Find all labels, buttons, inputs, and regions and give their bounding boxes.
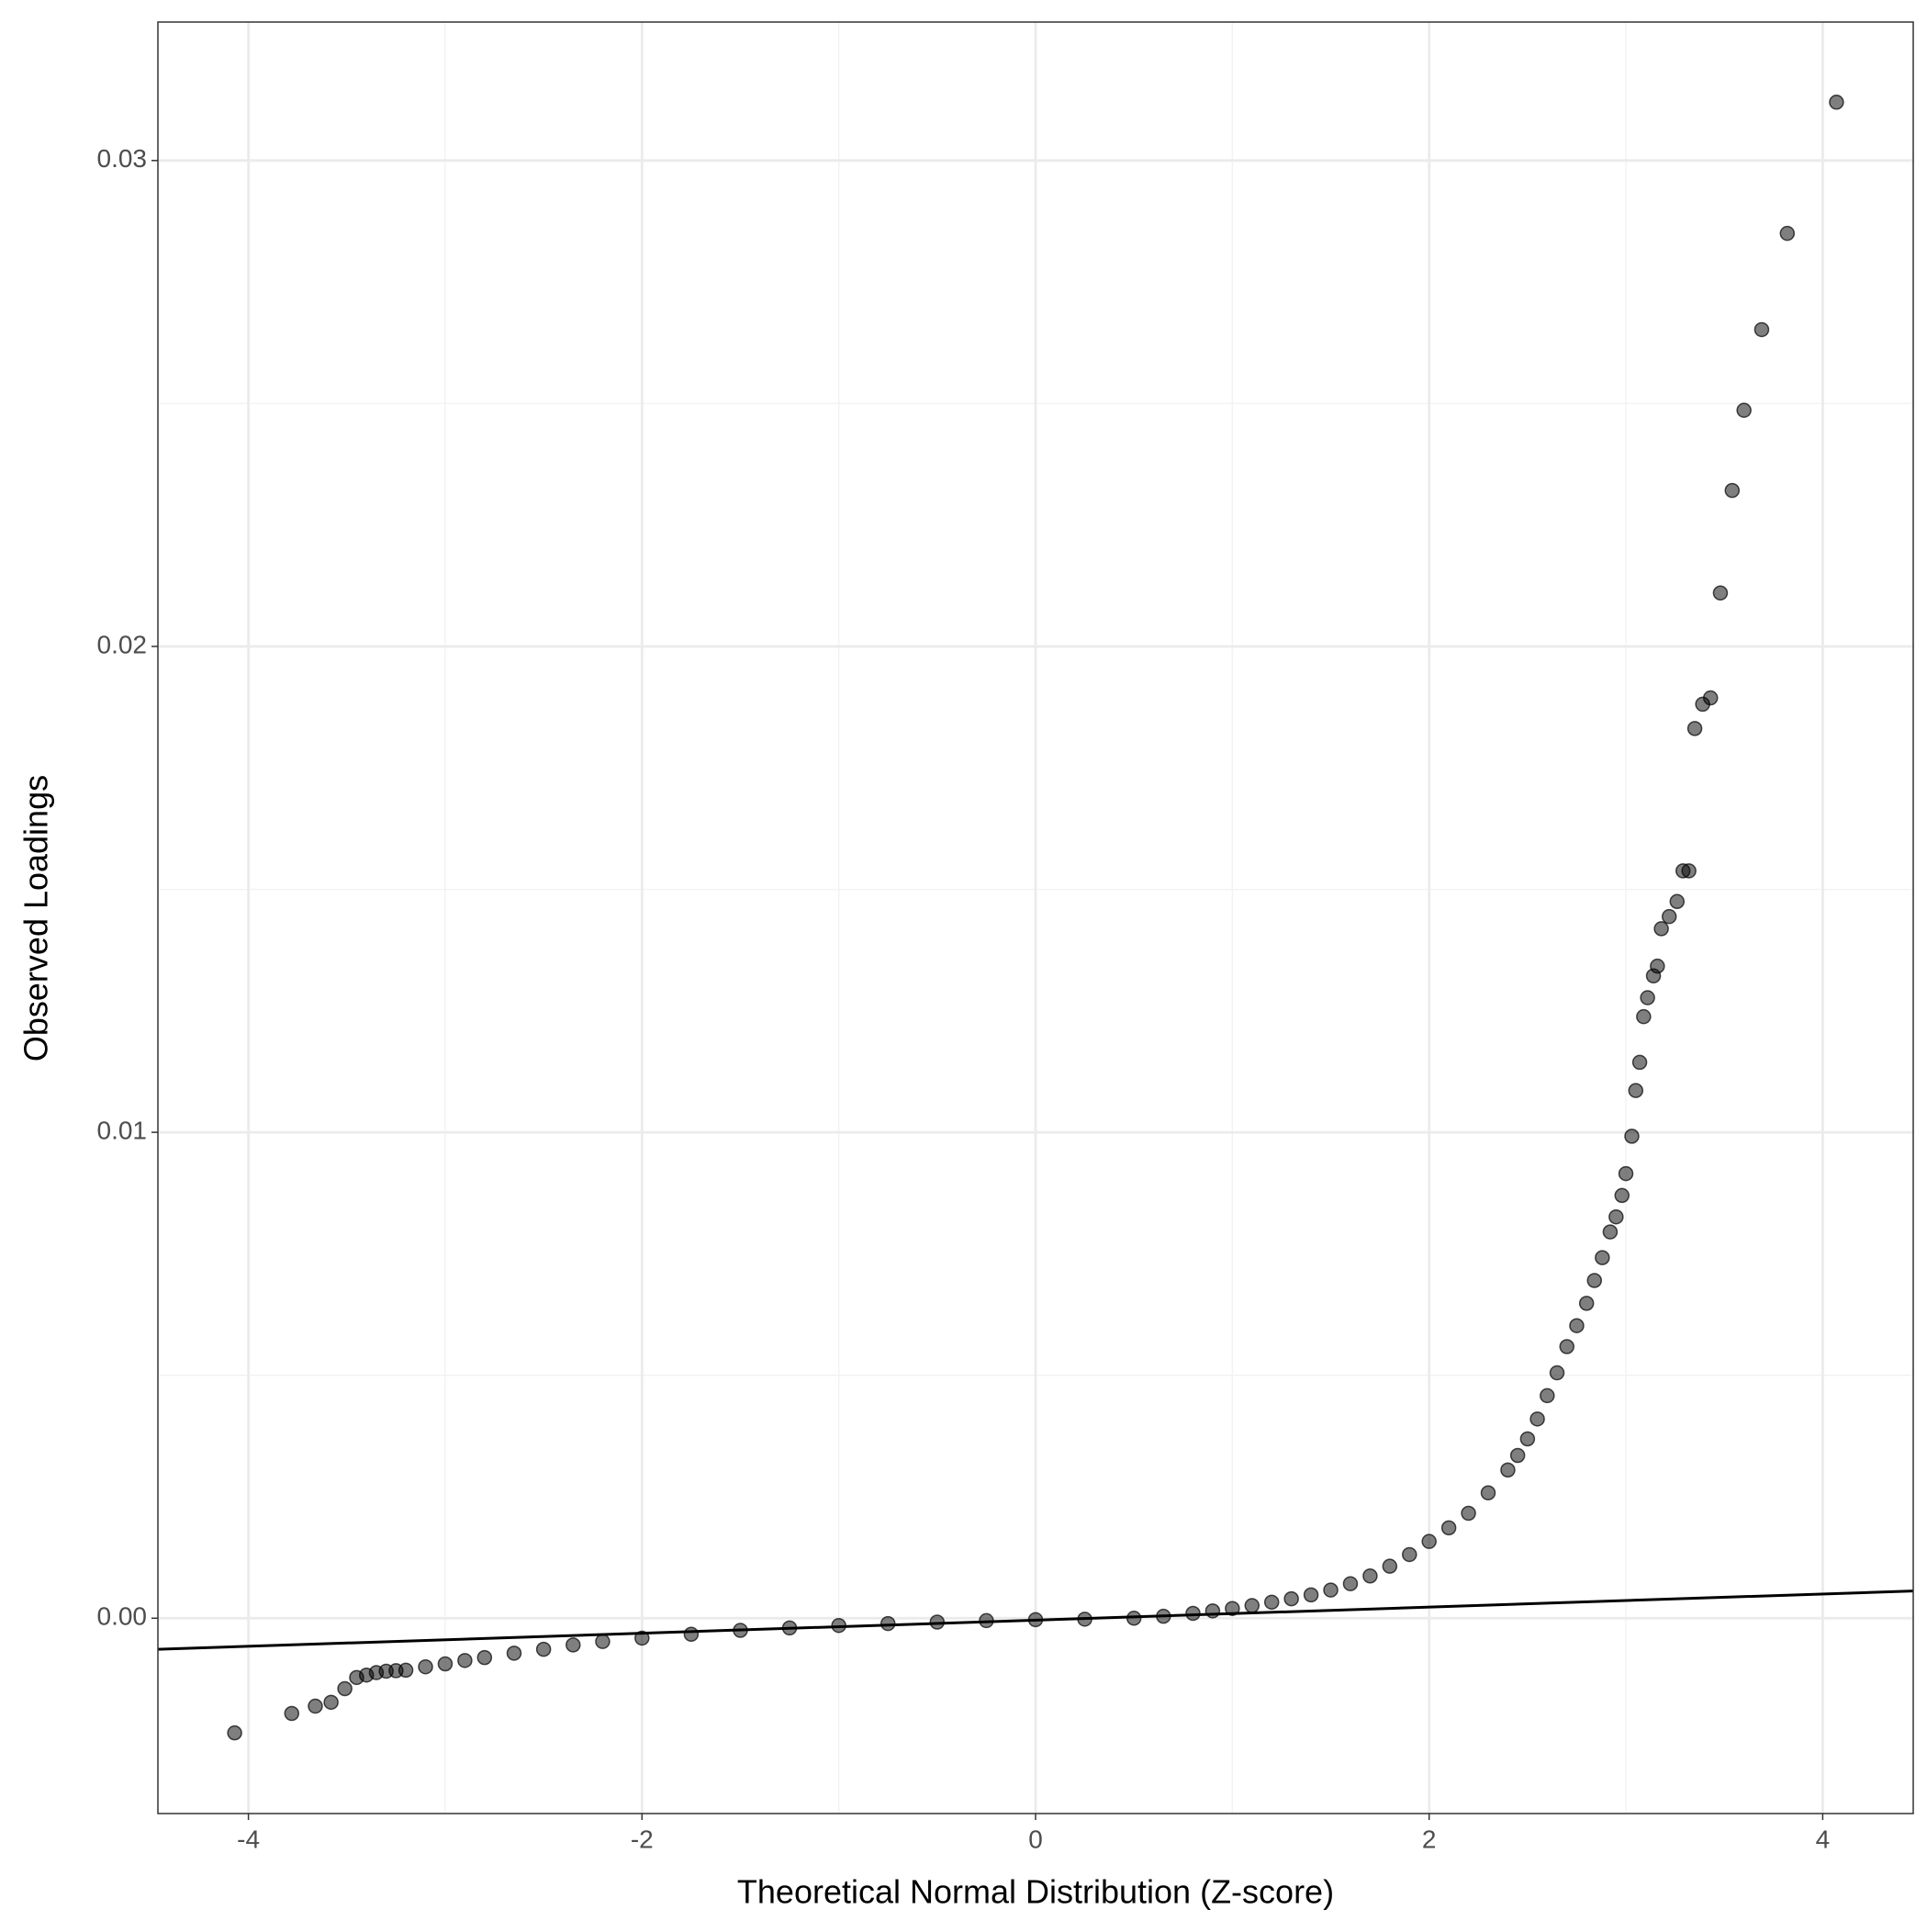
point — [1185, 1605, 1201, 1622]
x-tick-label: -2 — [631, 1825, 654, 1853]
point — [566, 1637, 581, 1653]
x-tick-label: 2 — [1422, 1825, 1437, 1853]
point — [1509, 1447, 1526, 1464]
x-tick-label: 4 — [1816, 1825, 1831, 1853]
point — [1283, 1590, 1299, 1607]
point — [1586, 1273, 1603, 1288]
point — [1500, 1462, 1516, 1478]
point — [284, 1705, 300, 1722]
point — [1624, 1129, 1640, 1144]
point — [1702, 690, 1719, 706]
panel-border — [157, 21, 1914, 1814]
y-tick-label: 0.01 — [97, 1117, 148, 1145]
point — [1559, 1339, 1574, 1354]
point — [1549, 1365, 1565, 1381]
point — [683, 1626, 700, 1642]
y-tick-label: 0.00 — [97, 1602, 148, 1631]
point — [418, 1658, 433, 1675]
point — [1540, 1387, 1555, 1404]
reference-line — [157, 1589, 1914, 1651]
point — [1529, 1411, 1545, 1427]
point — [398, 1662, 414, 1679]
point — [1618, 1165, 1634, 1182]
point — [437, 1656, 454, 1672]
point — [535, 1641, 552, 1657]
point — [1382, 1558, 1398, 1574]
y-tick-label: 0.03 — [97, 144, 148, 173]
point — [1686, 721, 1703, 736]
y-axis-title: Observed Loadings — [17, 775, 55, 1061]
x-tick-label: 0 — [1028, 1825, 1043, 1853]
point — [1653, 921, 1669, 937]
x-tick-label: -4 — [237, 1825, 260, 1853]
point — [1669, 893, 1686, 910]
point — [1614, 1187, 1630, 1204]
point — [1461, 1505, 1476, 1522]
point — [1602, 1224, 1619, 1240]
y-tick-label: 0.02 — [97, 630, 148, 658]
point — [1640, 990, 1655, 1005]
point — [1402, 1546, 1417, 1563]
point — [1829, 95, 1844, 110]
point — [1712, 585, 1729, 601]
point — [1636, 1008, 1652, 1025]
point — [595, 1634, 611, 1649]
point — [1650, 958, 1665, 974]
point — [1225, 1601, 1240, 1616]
point — [1569, 1318, 1585, 1333]
point — [1480, 1485, 1496, 1501]
point — [1519, 1431, 1536, 1447]
point — [308, 1698, 323, 1714]
x-axis-title: Theoretical Normal Distribution (Z-score… — [737, 1873, 1334, 1911]
point — [1578, 1296, 1595, 1311]
point — [506, 1646, 522, 1661]
point — [1779, 225, 1796, 242]
point — [1244, 1598, 1260, 1613]
point — [1724, 482, 1741, 499]
point — [457, 1653, 473, 1668]
point — [1362, 1567, 1378, 1584]
point — [1631, 1054, 1648, 1071]
point — [1608, 1208, 1624, 1225]
point — [1303, 1587, 1319, 1603]
point — [1263, 1594, 1280, 1611]
point — [1323, 1582, 1339, 1598]
point — [1595, 1250, 1610, 1265]
point — [1681, 863, 1697, 879]
point — [1736, 402, 1752, 419]
point — [1628, 1083, 1644, 1098]
point — [1661, 908, 1677, 925]
point — [476, 1649, 493, 1666]
point — [1753, 321, 1770, 338]
point — [323, 1694, 339, 1711]
point — [337, 1680, 353, 1697]
point — [1440, 1520, 1457, 1536]
point — [227, 1724, 242, 1741]
point — [1342, 1576, 1359, 1591]
point — [1421, 1533, 1437, 1549]
